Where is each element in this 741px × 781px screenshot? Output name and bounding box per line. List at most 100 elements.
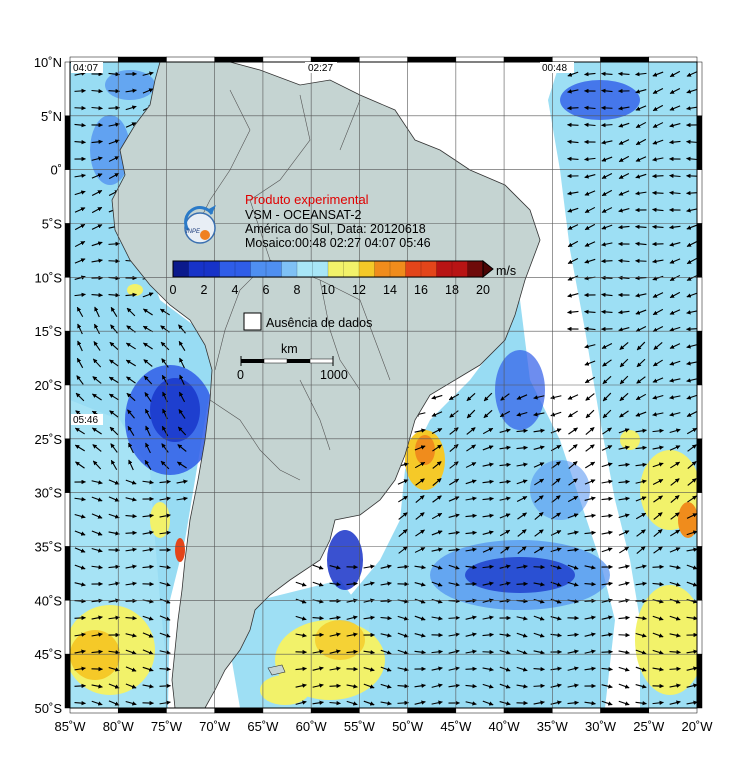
wind-arrow xyxy=(517,546,527,554)
wind-arrow xyxy=(533,462,545,468)
wind-arrow xyxy=(178,391,186,403)
wind-arrow xyxy=(499,649,511,655)
wind-arrow xyxy=(652,207,664,213)
wind-arrow xyxy=(686,361,697,366)
wind-arrow xyxy=(619,375,629,385)
wind-arrow xyxy=(635,564,647,569)
wind-arrow xyxy=(585,461,596,469)
wind-arrow xyxy=(652,581,664,587)
wind-arrow xyxy=(448,547,460,553)
pass-time-label: 05:46 xyxy=(73,415,98,426)
wind-arrow xyxy=(161,374,169,386)
wind-arrow xyxy=(602,427,612,435)
colorbar-segment xyxy=(374,261,391,277)
wind-arrow xyxy=(74,275,86,280)
colorbar-segment xyxy=(297,261,313,277)
wind-arrow xyxy=(687,478,697,486)
wind-arrow xyxy=(686,666,697,671)
wind-arrow xyxy=(74,122,86,128)
wind-arrow xyxy=(516,428,528,434)
wind-arrow xyxy=(652,88,664,94)
wind-arrow xyxy=(125,598,137,604)
wind-arrow xyxy=(670,529,681,537)
wind-arrow xyxy=(533,615,545,621)
wind-arrow xyxy=(652,71,664,77)
wind-arrow xyxy=(312,700,324,705)
wind-arrow xyxy=(74,700,86,706)
wind-arrow xyxy=(533,395,545,400)
wind-arrow xyxy=(516,394,528,400)
wind-arrow xyxy=(176,496,188,501)
colorbar-segment xyxy=(250,261,267,277)
scale-unit: km xyxy=(281,342,298,356)
wind-arrow xyxy=(652,649,664,655)
wind-arrow xyxy=(108,376,119,384)
wind-arrow xyxy=(142,666,154,672)
longitude-tick-label: 60˚W xyxy=(296,719,328,734)
frame-segment xyxy=(64,330,71,386)
colorbar-segment xyxy=(436,261,453,277)
wind-arrow xyxy=(567,89,579,94)
wind-arrow xyxy=(499,633,511,638)
wind-arrow xyxy=(465,666,477,672)
wind-arrow xyxy=(91,700,103,706)
colorbar-tick-label: 4 xyxy=(232,283,239,297)
longitude-tick-label: 65˚W xyxy=(247,719,279,734)
wind-arrow xyxy=(159,666,171,672)
wind-arrow xyxy=(601,224,613,230)
wind-arrow xyxy=(686,106,697,111)
wind-arrow xyxy=(431,547,443,552)
wind-arrow xyxy=(686,224,697,230)
wind-arrow xyxy=(415,529,425,537)
wind-arrow xyxy=(380,598,392,604)
wind-arrow xyxy=(109,359,119,367)
wind-arrow xyxy=(686,310,697,315)
wind-arrow xyxy=(482,700,494,706)
wind-arrow xyxy=(397,700,409,706)
wind-arrow xyxy=(635,173,647,179)
wind-arrow xyxy=(687,461,697,469)
wind-arrow xyxy=(567,207,579,213)
wind-arrow xyxy=(329,615,341,620)
wind-arrow xyxy=(346,700,358,706)
wind-arrow xyxy=(618,513,630,519)
no-data-swatch xyxy=(243,312,262,331)
wind-arrow xyxy=(312,632,324,638)
wind-arrow xyxy=(91,480,103,485)
wind-arrow xyxy=(91,173,103,179)
wind-arrow xyxy=(567,495,579,503)
wind-arrow xyxy=(602,392,612,402)
wind-arrow xyxy=(74,71,86,76)
scale-min: 0 xyxy=(237,368,244,382)
wind-arrow xyxy=(669,70,681,78)
wind-arrow xyxy=(176,479,188,484)
frame-segment xyxy=(696,223,703,278)
wind-arrow xyxy=(652,275,664,281)
wind-arrow xyxy=(551,461,561,469)
wind-arrow xyxy=(652,394,664,400)
wind-arrow xyxy=(397,683,409,689)
wind-arrow xyxy=(483,409,493,419)
wind-arrow xyxy=(125,547,137,552)
wind-arrow xyxy=(108,139,120,145)
wind-arrow xyxy=(108,258,120,264)
wind-arrow xyxy=(482,564,494,570)
graticule xyxy=(70,62,697,708)
colorbar-segment xyxy=(281,261,298,277)
wind-arrow xyxy=(585,427,595,435)
wind-arrow xyxy=(499,529,511,537)
wind-arrow xyxy=(618,700,630,706)
wind-arrow xyxy=(108,156,120,162)
wind-arrow xyxy=(499,581,511,586)
wind-arrow xyxy=(670,512,680,520)
map-frame xyxy=(64,56,703,714)
pass-time-label: 04:07 xyxy=(73,63,98,74)
wind-arrow xyxy=(669,598,681,604)
frame-segment xyxy=(455,56,505,63)
wind-arrow xyxy=(669,258,681,264)
wind-arrow xyxy=(618,479,630,485)
wind-arrow xyxy=(108,292,120,298)
wind-arrow xyxy=(125,564,137,569)
latitude-tick-label: 5˚S xyxy=(42,217,63,232)
wind-arrow xyxy=(687,495,697,503)
